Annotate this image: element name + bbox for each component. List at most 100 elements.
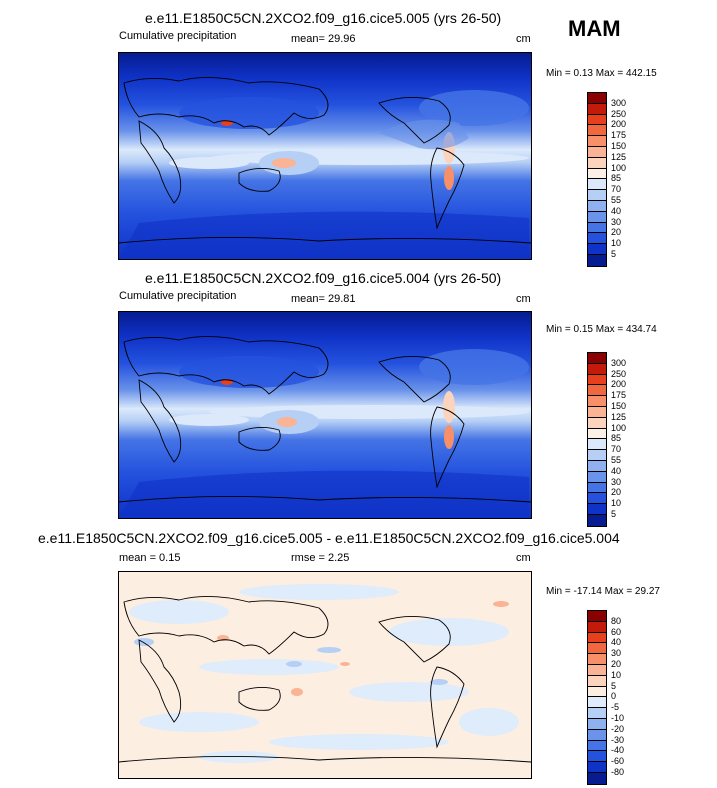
precip-colorbar-005 (587, 92, 607, 267)
colorbar-swatch (588, 353, 606, 364)
difference-colorbar (587, 610, 607, 785)
precip-difference-field (119, 572, 531, 778)
season-label: MAM (568, 16, 621, 41)
colorbar-tick-label: 125 (611, 411, 627, 422)
colorbar-tick-label: 5 (611, 249, 617, 259)
colorbar-swatch (588, 211, 606, 223)
colorbar-swatch (588, 675, 606, 687)
colorbar-tick-label: 70 (611, 184, 622, 195)
colorbar-tick-label: 40 (611, 637, 622, 648)
colorbar-swatch (588, 514, 606, 526)
colorbar-swatch (588, 136, 606, 147)
colorbar-swatch (588, 103, 606, 115)
panel1-variable-label: Cumulative precipitation (119, 30, 237, 42)
colorbar-tick-label: 10 (611, 498, 622, 509)
colorbar-swatch (588, 417, 606, 429)
colorbar-tick-label: -30 (611, 734, 625, 745)
colorbar-swatch (588, 222, 606, 234)
colorbar-swatch (588, 611, 606, 622)
panel2-minmax: Min = 0.15 Max = 434.74 (546, 324, 657, 335)
colorbar-swatch (588, 471, 606, 483)
colorbar-tick-label: 85 (611, 173, 622, 184)
colorbar-swatch (588, 493, 606, 505)
colorbar-tick-label: -40 (611, 745, 625, 756)
colorbar-swatch (588, 157, 606, 169)
colorbar-tick-label: 200 (611, 379, 627, 390)
colorbar-swatch (588, 114, 606, 126)
precip-map-005 (118, 52, 532, 260)
colorbar-tick-label: 10 (611, 669, 622, 680)
colorbar-swatch (588, 708, 606, 719)
colorbar-swatch (588, 190, 606, 201)
colorbar-tick-label: 30 (611, 648, 622, 659)
panel2-mean-label: mean= 29.81 (291, 293, 356, 305)
colorbar-tick-label: 300 (611, 357, 627, 368)
colorbar-swatch (588, 406, 606, 418)
colorbar-tick-label: 30 (611, 216, 622, 227)
panel3-mean-label: mean = 0.15 (119, 552, 181, 564)
colorbar-swatch (588, 482, 606, 494)
colorbar-tick-label: 20 (611, 227, 622, 238)
colorbar-swatch (588, 729, 606, 741)
colorbar-swatch (588, 643, 606, 655)
colorbar-swatch (588, 254, 606, 266)
colorbar-swatch (588, 374, 606, 386)
colorbar-tick-label: 5 (611, 509, 617, 519)
colorbar-swatch (588, 632, 606, 644)
colorbar-swatch (588, 244, 606, 255)
colorbar-swatch (588, 428, 606, 440)
panel2-title: e.e11.E1850C5CN.2XCO2.f09_g16.cice5.004 … (145, 270, 502, 286)
precip-map-005-field (119, 53, 531, 259)
colorbar-swatch (588, 654, 606, 665)
colorbar-swatch (588, 718, 606, 730)
colorbar-tick-label: 250 (611, 108, 627, 119)
colorbar-swatch (588, 168, 606, 180)
precip-difference-map (118, 571, 532, 779)
panel1-title: e.e11.E1850C5CN.2XCO2.f09_g16.cice5.005 … (145, 10, 502, 26)
colorbar-swatch (588, 664, 606, 676)
colorbar-swatch (588, 740, 606, 752)
colorbar-tick-label: -80 (611, 767, 625, 777)
colorbar-swatch (588, 504, 606, 515)
colorbar-tick-label: 125 (611, 151, 627, 162)
colorbar-swatch (588, 233, 606, 245)
colorbar-tick-label: -60 (611, 756, 625, 767)
panel3-title: e.e11.E1850C5CN.2XCO2.f09_g16.cice5.005 … (38, 530, 620, 546)
colorbar-tick-label: 85 (611, 433, 622, 444)
colorbar-swatch (588, 396, 606, 407)
colorbar-tick-label: 150 (611, 401, 627, 411)
panel2-units: cm (516, 293, 531, 305)
panel3-units: cm (516, 552, 531, 564)
colorbar-tick-label: 200 (611, 119, 627, 130)
colorbar-tick-label: 150 (611, 141, 627, 151)
precip-map-004-field (119, 312, 531, 518)
panel1-units: cm (516, 33, 531, 45)
colorbar-swatch (588, 751, 606, 763)
colorbar-swatch (588, 363, 606, 375)
colorbar-swatch (588, 460, 606, 472)
colorbar-tick-label: 60 (611, 626, 622, 637)
colorbar-tick-label: 55 (611, 195, 622, 205)
colorbar-tick-label: 100 (611, 422, 627, 433)
colorbar-swatch (588, 146, 606, 158)
colorbar-tick-label: 100 (611, 162, 627, 173)
colorbar-tick-label: 0 (611, 691, 617, 702)
colorbar-tick-label: 20 (611, 487, 622, 498)
colorbar-swatch (588, 772, 606, 784)
colorbar-tick-label: 55 (611, 455, 622, 465)
colorbar-swatch (588, 439, 606, 451)
colorbar-tick-label: -20 (611, 723, 625, 734)
colorbar-swatch (588, 450, 606, 461)
colorbar-swatch (588, 385, 606, 397)
colorbar-tick-label: 80 (611, 615, 622, 626)
colorbar-tick-label: -5 (611, 702, 620, 713)
colorbar-tick-label: 20 (611, 659, 622, 669)
colorbar-swatch (588, 125, 606, 137)
precip-map-004 (118, 311, 532, 519)
colorbar-swatch (588, 621, 606, 633)
precip-colorbar-004 (587, 352, 607, 527)
colorbar-swatch (588, 697, 606, 709)
colorbar-tick-label: 250 (611, 368, 627, 379)
colorbar-tick-label: 30 (611, 476, 622, 487)
colorbar-tick-label: 10 (611, 238, 622, 249)
